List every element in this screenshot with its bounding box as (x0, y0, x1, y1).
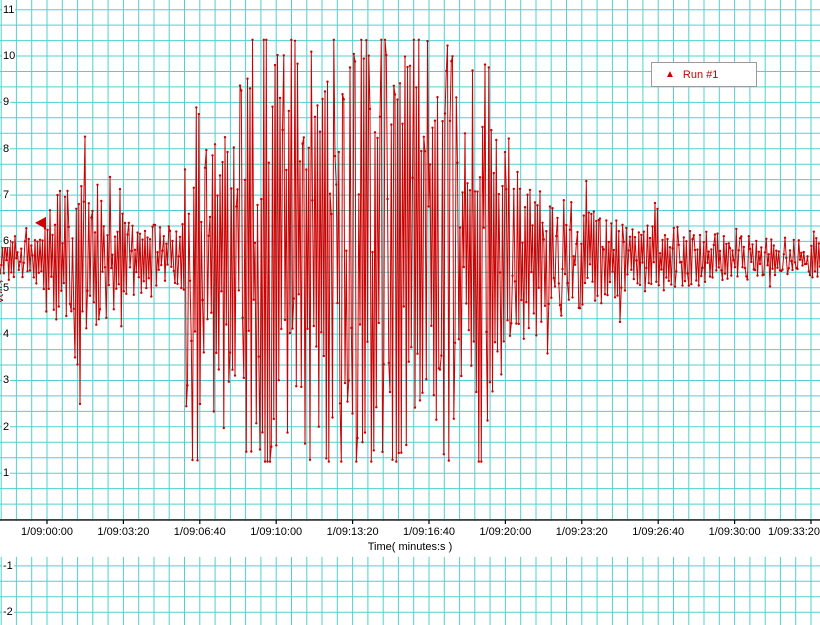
y-axis-tick-label: 9 (2, 96, 11, 109)
series-marker-icon: ▲ (665, 68, 675, 80)
y-axis-tick-label: 5 (2, 281, 11, 294)
x-axis-tick-label: 1/09:03:20 (97, 526, 150, 538)
signal-trace-points (0, 38, 820, 463)
x-axis-line (0, 519, 820, 524)
x-axis-title: Time( minutes:s ) (367, 541, 453, 553)
x-axis-tick-label: 1/09:00:00 (21, 526, 73, 538)
x-axis-tick-label: 1/09:13:20 (326, 526, 379, 538)
x-axis-tick-label: 1/09:10:00 (250, 526, 303, 538)
y-axis-tick-label: 4 (2, 328, 11, 341)
x-axis-tick-label: 1/09:26:40 (632, 526, 685, 538)
y-axis-tick-label: 6 (2, 235, 11, 248)
y-axis-tick-label: 10 (2, 50, 17, 62)
x-axis-tick-label: 1/09:20:00 (479, 526, 532, 538)
y-axis-tick-label: 7 (2, 189, 11, 202)
x-axis-tick-label: 1/09:23:20 (555, 526, 608, 538)
y-axis-tick-label: 2 (2, 420, 11, 433)
y-axis-tick-label: -1 (2, 559, 14, 572)
y-axis-marker-icon[interactable] (35, 216, 46, 229)
x-axis-tick-label: 1/09:30:00 (708, 526, 761, 538)
legend-series-label: Run #1 (682, 68, 719, 81)
y-axis-tick-label: 1 (2, 467, 11, 480)
legend: ▲ Run #1 (651, 62, 757, 87)
y-axis-tick-label: 8 (2, 142, 11, 155)
x-axis-tick-label: 1/09:06:40 (173, 526, 226, 538)
x-axis-tick-label: 1/09:16:40 (403, 526, 455, 538)
x-axis-tick-label: 1/09:33:20 (768, 526, 820, 538)
y-axis-tick-label: -2 (2, 606, 14, 619)
y-axis-tick-label: 11 (2, 3, 16, 16)
y-axis-tick-label: 3 (2, 374, 11, 387)
